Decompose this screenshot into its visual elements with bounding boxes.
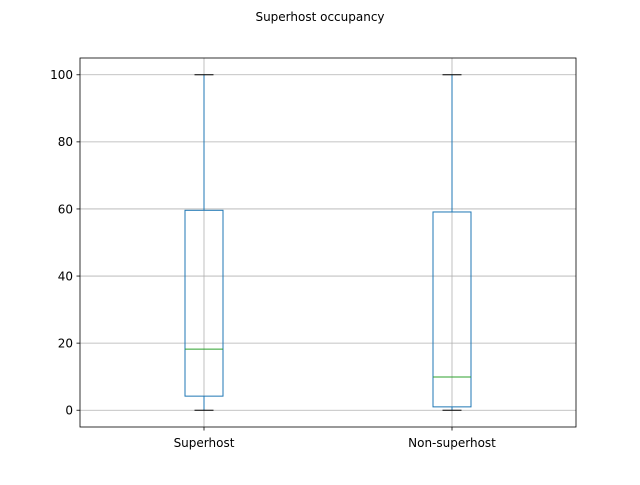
y-tick-label: 80 <box>58 135 73 149</box>
y-tick-label: 40 <box>58 269 73 283</box>
box-group <box>432 74 472 411</box>
box-group <box>184 74 224 411</box>
chart-title: Superhost occupancy <box>255 10 384 24</box>
tick-layer: 0 20 40 60 80 100 Superhost Non-superhost <box>50 68 496 450</box>
y-tick-label: 60 <box>58 202 73 216</box>
y-tick-label: 0 <box>65 404 73 418</box>
y-tick-label: 20 <box>58 336 73 350</box>
iqr-box <box>184 209 224 397</box>
iqr-box <box>432 211 472 408</box>
box-layer <box>184 74 472 411</box>
grid-layer <box>80 58 576 427</box>
x-tick-label: Superhost <box>174 436 235 450</box>
axes-frame <box>79 57 577 428</box>
y-tick-label: 100 <box>50 68 73 82</box>
x-tick-label: Non-superhost <box>408 436 496 450</box>
